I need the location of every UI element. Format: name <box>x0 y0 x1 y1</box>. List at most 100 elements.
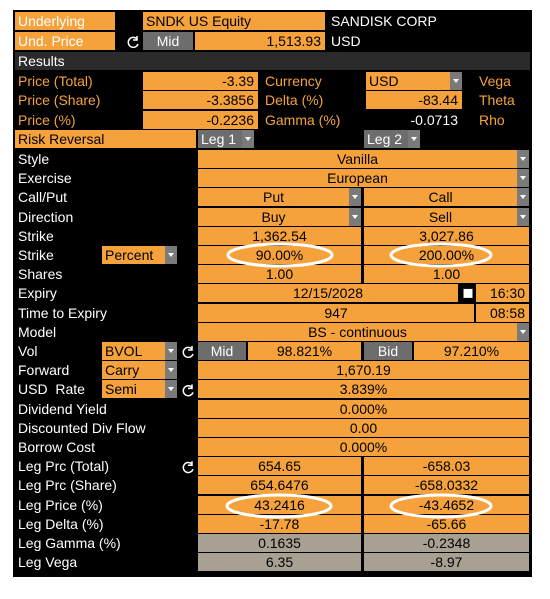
leg-value: 97.210% <box>414 342 529 360</box>
security-name: SANDISK CORP <box>331 13 437 29</box>
field-value[interactable]: BS - continuous <box>198 322 517 341</box>
field-label: Direction <box>18 208 74 225</box>
result-label: Price (%) <box>18 111 76 128</box>
leg-value: 3,027.86 <box>364 226 529 245</box>
dropdown-arrow[interactable] <box>517 322 529 341</box>
leg-value: -65.66 <box>364 514 529 533</box>
field-label: Strike <box>18 247 54 263</box>
source-button[interactable]: Mid <box>198 342 246 360</box>
price-source-button[interactable]: Mid <box>143 32 193 50</box>
field-value: 0.000% <box>198 438 529 456</box>
field-label: Leg Prc (Total) <box>18 458 110 475</box>
field-value: 1,670.19 <box>198 361 529 380</box>
leg-value: 98.821% <box>248 342 361 360</box>
leg-value: 654.65 <box>198 457 361 476</box>
field-label: Exercise <box>18 170 72 187</box>
field-value: 12/15/2028 <box>198 284 458 303</box>
field-label: Expiry <box>18 285 57 302</box>
field-label: Style <box>18 151 50 167</box>
field-label: Vol <box>18 343 38 359</box>
leg-value[interactable]: Put <box>198 188 349 207</box>
selector[interactable]: Percent <box>102 246 165 264</box>
leg-value: 1.00 <box>198 265 361 284</box>
dropdown-arrow[interactable] <box>165 246 177 264</box>
result-value: -3.3856 <box>143 91 258 110</box>
leg-value[interactable]: Buy <box>198 207 349 226</box>
leg-value: -8.97 <box>364 553 529 572</box>
dropdown-arrow[interactable] <box>165 380 177 399</box>
result-label: Price (Total) <box>18 73 93 89</box>
selector[interactable]: BVOL <box>102 342 165 360</box>
leg-tab[interactable]: Leg 2 <box>364 130 420 148</box>
field-label: Forward <box>18 362 70 379</box>
currency: USD <box>331 33 361 49</box>
leg-value: 200.00% <box>364 246 529 264</box>
field-label: Strike <box>18 227 54 244</box>
leg-value: 1.00 <box>364 265 529 284</box>
field-value: 0.000% <box>198 399 529 418</box>
field-label: Leg Gamma (%) <box>18 535 121 551</box>
leg-value: 43.2416 <box>198 495 361 514</box>
field-label: Time to Expiry <box>18 304 107 321</box>
field-value: 947 <box>198 303 474 322</box>
field-value[interactable]: Vanilla <box>198 150 517 168</box>
leg-value: 1,362.54 <box>198 226 361 245</box>
leg-value[interactable]: Call <box>364 188 517 207</box>
field-label: Shares <box>18 266 63 283</box>
field-label: Leg Price (%) <box>18 496 103 513</box>
leg-value: -658.03 <box>364 457 529 476</box>
field-label: Leg Prc (Share) <box>18 477 117 494</box>
result-label: Currency <box>265 73 322 89</box>
strategy-title: Risk Reversal <box>15 130 196 148</box>
selector[interactable]: Carry <box>102 361 165 380</box>
field-label: Leg Vega <box>18 554 78 571</box>
result-value: -3.39 <box>143 72 258 90</box>
field-label: Call/Put <box>18 189 68 206</box>
result-label: Vega <box>479 73 511 89</box>
result-label: Theta <box>479 92 515 109</box>
leg-value: -0.2348 <box>364 534 529 552</box>
currency-select[interactable]: USD <box>366 72 450 90</box>
leg-value[interactable]: Sell <box>364 207 517 226</box>
source-button[interactable]: Bid <box>364 342 412 360</box>
leg-value: -658.0332 <box>364 476 529 495</box>
label: Und. Price <box>15 32 115 50</box>
result-label: Gamma (%) <box>265 111 341 128</box>
field-label: Discounted Div Flow <box>18 419 146 436</box>
dropdown-arrow[interactable] <box>517 188 529 207</box>
leg-value: 654.6476 <box>198 476 361 495</box>
field-label: Borrow Cost <box>18 439 96 455</box>
dropdown-arrow[interactable] <box>517 169 529 188</box>
field-label: Leg Delta (%) <box>18 515 104 532</box>
result-value: -0.2236 <box>143 110 258 129</box>
dropdown-arrow[interactable] <box>349 207 361 226</box>
ticker-input[interactable]: SNDK US Equity <box>143 12 325 30</box>
result-value: -83.44 <box>366 91 462 110</box>
selector[interactable]: Semi <box>102 380 165 399</box>
result-value: -0.0713 <box>410 111 458 128</box>
dropdown-arrow[interactable] <box>517 207 529 226</box>
section-title: Results <box>15 52 530 70</box>
dropdown-arrow[interactable] <box>517 150 529 168</box>
dropdown-arrow[interactable] <box>408 130 420 148</box>
field-label: Dividend Yield <box>18 400 107 417</box>
leg-value: -43.4652 <box>364 495 529 514</box>
field-label: USD Rate <box>18 381 85 398</box>
dropdown-arrow[interactable] <box>349 188 361 207</box>
result-label: Price (Share) <box>18 92 101 109</box>
time-value: 16:30 <box>476 284 529 303</box>
leg-tab[interactable]: Leg 1 <box>198 130 254 148</box>
dropdown-arrow[interactable] <box>165 361 177 380</box>
field-label: Model <box>18 323 57 340</box>
dropdown-arrow[interactable] <box>450 72 462 90</box>
field-value[interactable]: European <box>198 169 517 188</box>
leg-value: 90.00% <box>198 246 361 264</box>
leg-value: 0.1635 <box>198 534 361 552</box>
dropdown-arrow[interactable] <box>165 342 177 360</box>
dropdown-arrow[interactable] <box>242 130 254 148</box>
leg-value: 6.35 <box>198 553 361 572</box>
label: Underlying <box>15 12 115 30</box>
field-value: 3.839% <box>198 380 529 399</box>
result-label: Delta (%) <box>265 92 324 109</box>
